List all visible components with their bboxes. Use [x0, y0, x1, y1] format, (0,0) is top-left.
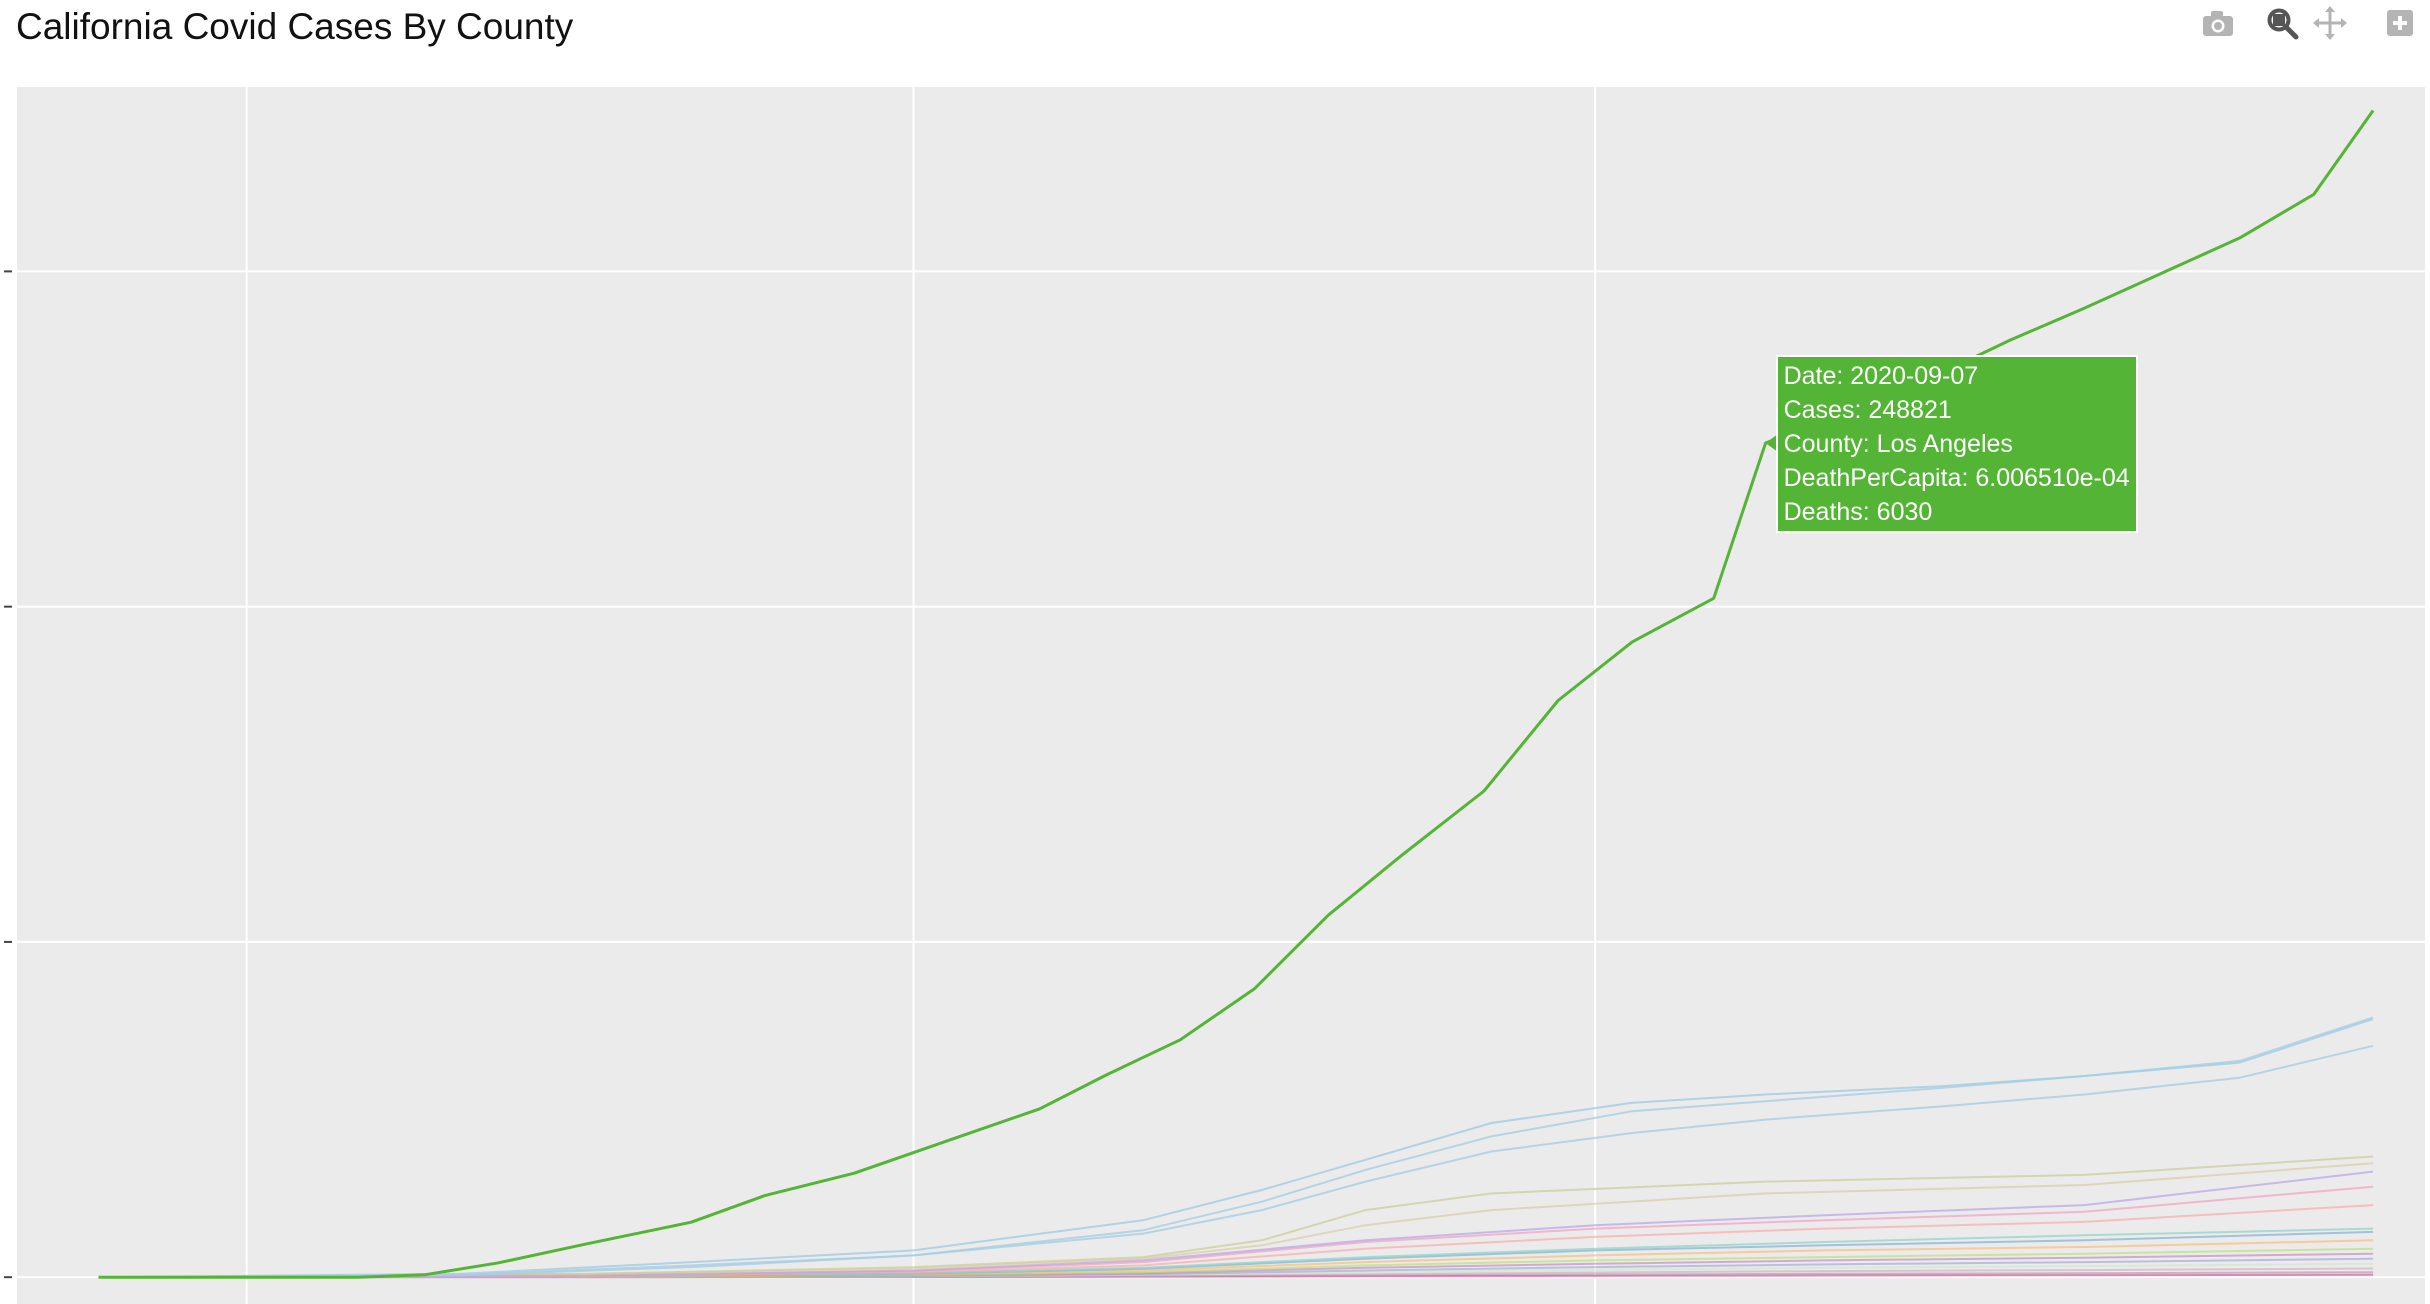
hover-pointer [1765, 434, 1777, 451]
hover-tooltip: Date: 2020-09-07 Cases: 248821 County: L… [1775, 354, 2138, 533]
hover-cases: Cases: 248821 [1783, 395, 1952, 424]
hover-death-per-capita: DeathPerCapita: 6.006510e-04 [1783, 463, 2130, 492]
series-line-7[interactable] [98, 1170, 2374, 1279]
hover-county: County: Los Angeles [1783, 429, 2013, 458]
pan-icon[interactable] [2312, 6, 2348, 40]
series-line-1[interactable] [98, 109, 2375, 1279]
modebar [2200, 0, 2430, 44]
series-line-2[interactable] [98, 1018, 2374, 1279]
zoom-icon[interactable] [2264, 6, 2300, 40]
plot-area[interactable] [17, 87, 2425, 1304]
series-line-5[interactable] [98, 1155, 2374, 1279]
series-line-4[interactable] [98, 1044, 2374, 1279]
camera-icon[interactable] [2200, 6, 2236, 40]
hover-deaths: Deaths: 6030 [1783, 497, 1933, 526]
zoom-in-icon[interactable] [2382, 6, 2418, 40]
series-lines [98, 109, 2375, 1279]
chart-title: California Covid Cases By County [16, 6, 574, 47]
hover-date: Date: 2020-09-07 [1783, 361, 1979, 390]
series-line-6[interactable] [98, 1162, 2374, 1279]
